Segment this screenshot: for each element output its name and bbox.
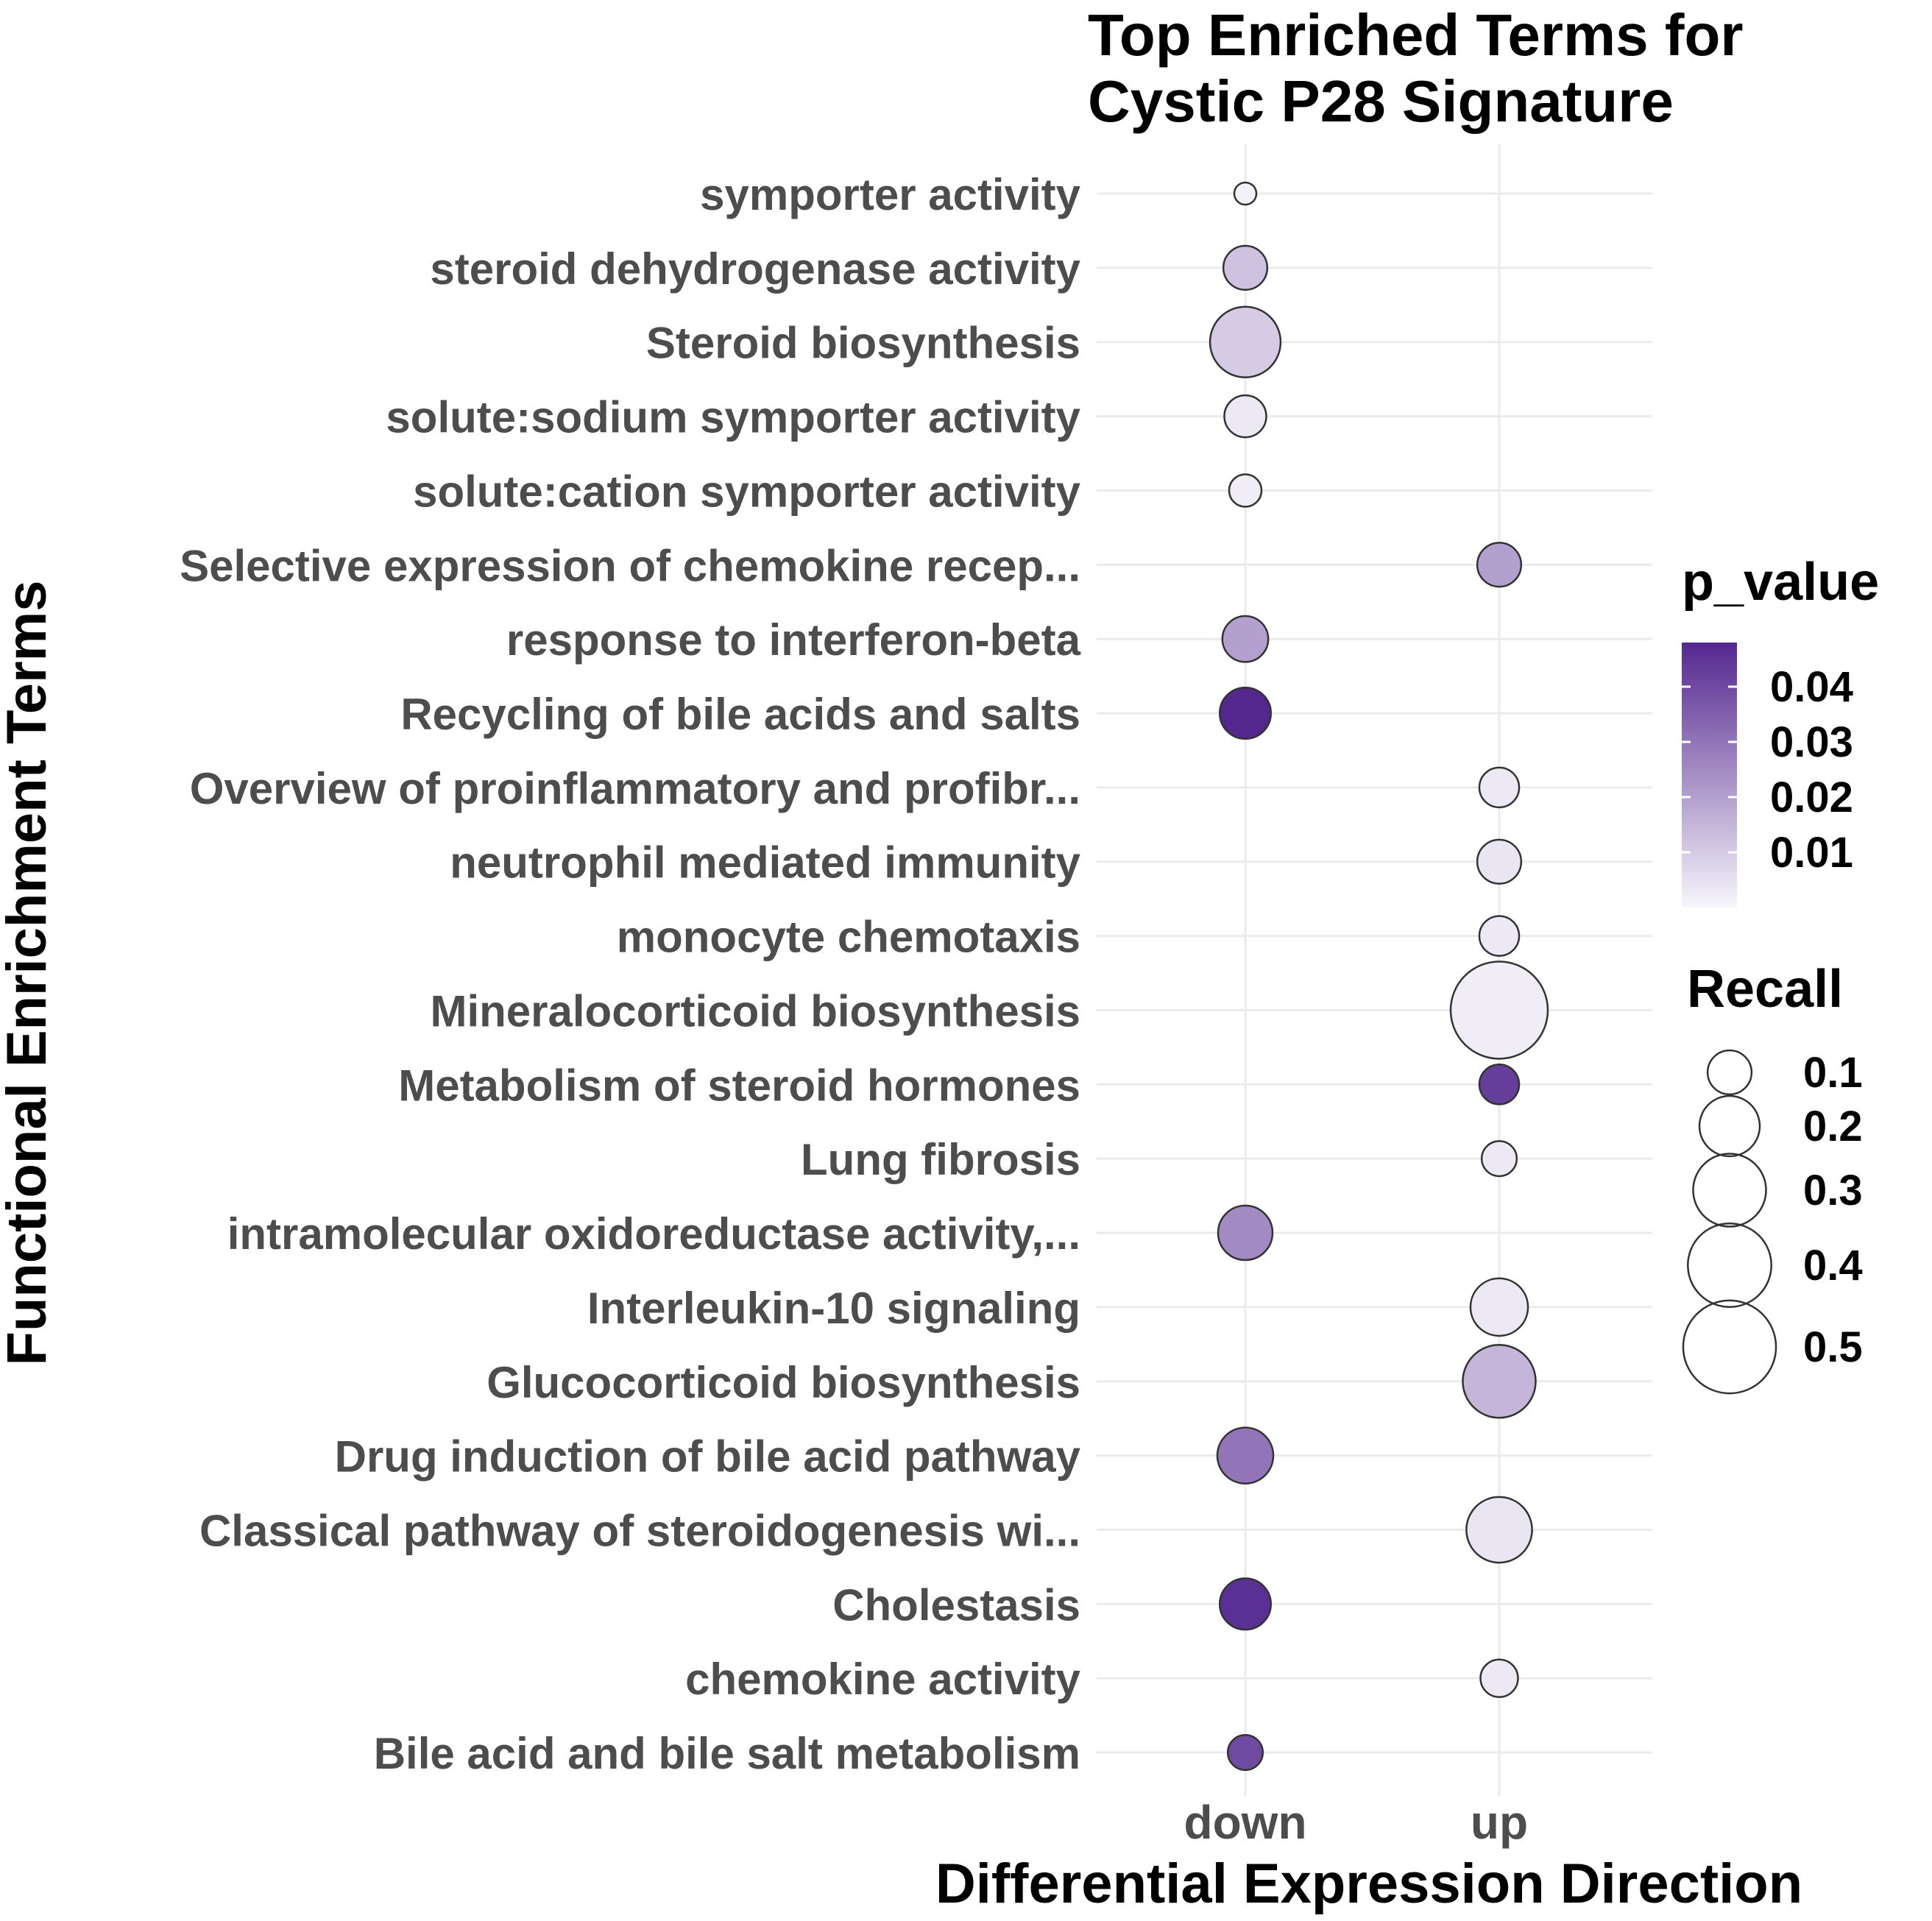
point-bile-acid-and-bile-salt-metabolism — [1226, 1734, 1264, 1772]
y-tick-label: Bile acid and bile salt metabolism — [374, 1729, 1080, 1778]
chart-title-line-2: Cystic P28 Signature — [1088, 68, 1674, 134]
point-interleukin-10-signaling — [1469, 1277, 1529, 1337]
size-legend-key — [1698, 1094, 1761, 1158]
x-tick-label: down — [1183, 1796, 1306, 1849]
point-overview-of-proinflammatory-and-profibr — [1478, 766, 1521, 809]
point-solute-cation-symporter-activity — [1228, 473, 1263, 508]
y-tick-label: neutrophil mediated immunity — [450, 838, 1080, 888]
color-legend-bar — [1682, 643, 1737, 908]
y-tick-label: response to interferon-beta — [506, 615, 1081, 665]
y-tick-label: symporter activity — [700, 170, 1081, 219]
size-legend-key — [1682, 1299, 1777, 1395]
size-legend-label: 0.4 — [1803, 1242, 1863, 1289]
point-steroid-biosynthesis — [1209, 305, 1282, 378]
x-tick-label: up — [1471, 1796, 1528, 1849]
point-drug-induction-of-bile-acid-pathway — [1216, 1426, 1275, 1485]
y-tick-label: Overview of proinflammatory and profibr.… — [190, 764, 1080, 813]
x-axis-tick-labels: down up — [1183, 1796, 1528, 1849]
y-tick-label: Recycling of bile acids and salts — [400, 690, 1080, 739]
y-tick-label: solute:cation symporter activity — [413, 467, 1081, 516]
color-legend: p_value 0.04 0.03 0.02 0.01 — [1682, 553, 1879, 908]
y-tick-label: chemokine activity — [685, 1655, 1081, 1704]
point-classical-pathway-of-steroidogenesis-wi — [1465, 1496, 1533, 1564]
point-neutrophil-mediated-immunity — [1476, 838, 1523, 885]
y-tick-label: Interleukin-10 signaling — [587, 1284, 1080, 1333]
y-tick-label: solute:sodium symporter activity — [386, 393, 1080, 442]
size-legend-label: 0.1 — [1803, 1049, 1863, 1097]
point-chemokine-activity — [1479, 1658, 1519, 1698]
data-points — [1209, 181, 1549, 1772]
size-legend-label: 0.3 — [1803, 1167, 1863, 1214]
point-response-to-interferon-beta — [1221, 615, 1270, 663]
y-tick-label: Cholestasis — [832, 1580, 1080, 1630]
y-tick-label: monocyte chemotaxis — [617, 913, 1080, 962]
point-selective-expression-of-chemokine-recep — [1476, 542, 1523, 588]
color-legend-label: 0.04 — [1770, 663, 1853, 711]
gridlines — [1097, 144, 1652, 1796]
x-axis-title: Differential Expression Direction — [935, 1853, 1802, 1915]
y-tick-label: Lung fibrosis — [801, 1135, 1080, 1184]
size-legend-key — [1706, 1049, 1753, 1096]
size-legend-keys: 0.1 0.2 0.3 0.4 0.5 — [1682, 1049, 1863, 1395]
point-recycling-of-bile-acids-and-salts — [1218, 686, 1273, 740]
point-intramolecular-oxidoreductase-activity — [1217, 1204, 1274, 1262]
point-symporter-activity — [1233, 181, 1258, 206]
point-steroid-dehydrogenase-activity — [1222, 244, 1269, 291]
color-legend-ticks: 0.04 0.03 0.02 0.01 — [1682, 663, 1853, 877]
y-tick-label: steroid dehydrogenase activity — [430, 244, 1080, 294]
point-lung-fibrosis — [1480, 1140, 1518, 1178]
point-monocyte-chemotaxis — [1478, 915, 1521, 957]
chart-title-line-1: Top Enriched Terms for — [1088, 2, 1743, 68]
size-legend-key — [1692, 1153, 1767, 1228]
color-legend-label: 0.02 — [1770, 774, 1853, 821]
y-tick-label: Selective expression of chemokine recep.… — [180, 541, 1080, 590]
size-legend: Recall 0.1 0.2 0.3 0.4 0.5 — [1682, 960, 1863, 1395]
y-tick-label: Drug induction of bile acid pathway — [335, 1432, 1081, 1482]
size-legend-key — [1687, 1223, 1772, 1308]
y-axis-tick-labels: symporter activity steroid dehydrogenase … — [180, 170, 1081, 1778]
point-glucocorticoid-biosynthesis — [1462, 1343, 1537, 1419]
color-legend-label: 0.03 — [1770, 718, 1853, 766]
color-legend-label: 0.01 — [1770, 829, 1853, 877]
y-tick-label: Metabolism of steroid hormones — [398, 1061, 1080, 1110]
point-metabolism-of-steroid-hormones — [1478, 1064, 1521, 1105]
y-tick-label: intramolecular oxidoreductase activity,.… — [227, 1209, 1080, 1259]
size-legend-label: 0.5 — [1803, 1323, 1863, 1371]
point-mineralocorticoid-biosynthesis — [1449, 960, 1549, 1060]
size-legend-title: Recall — [1687, 960, 1843, 1019]
y-tick-label: Steroid biosynthesis — [646, 319, 1080, 368]
size-legend-label: 0.2 — [1803, 1103, 1863, 1150]
y-tick-label: Mineralocorticoid biosynthesis — [430, 986, 1080, 1036]
y-tick-label: Glucocorticoid biosynthesis — [486, 1358, 1080, 1407]
y-axis-title: Functional Enrichment Terms — [0, 581, 58, 1366]
point-cholestasis — [1218, 1577, 1273, 1631]
y-tick-label: Classical pathway of steroidogenesis wi.… — [199, 1506, 1080, 1555]
color-legend-title: p_value — [1682, 553, 1879, 612]
chart-title: Top Enriched Terms for Cystic P28 Signat… — [1088, 2, 1743, 134]
point-solute-sodium-symporter-activity — [1223, 394, 1267, 439]
